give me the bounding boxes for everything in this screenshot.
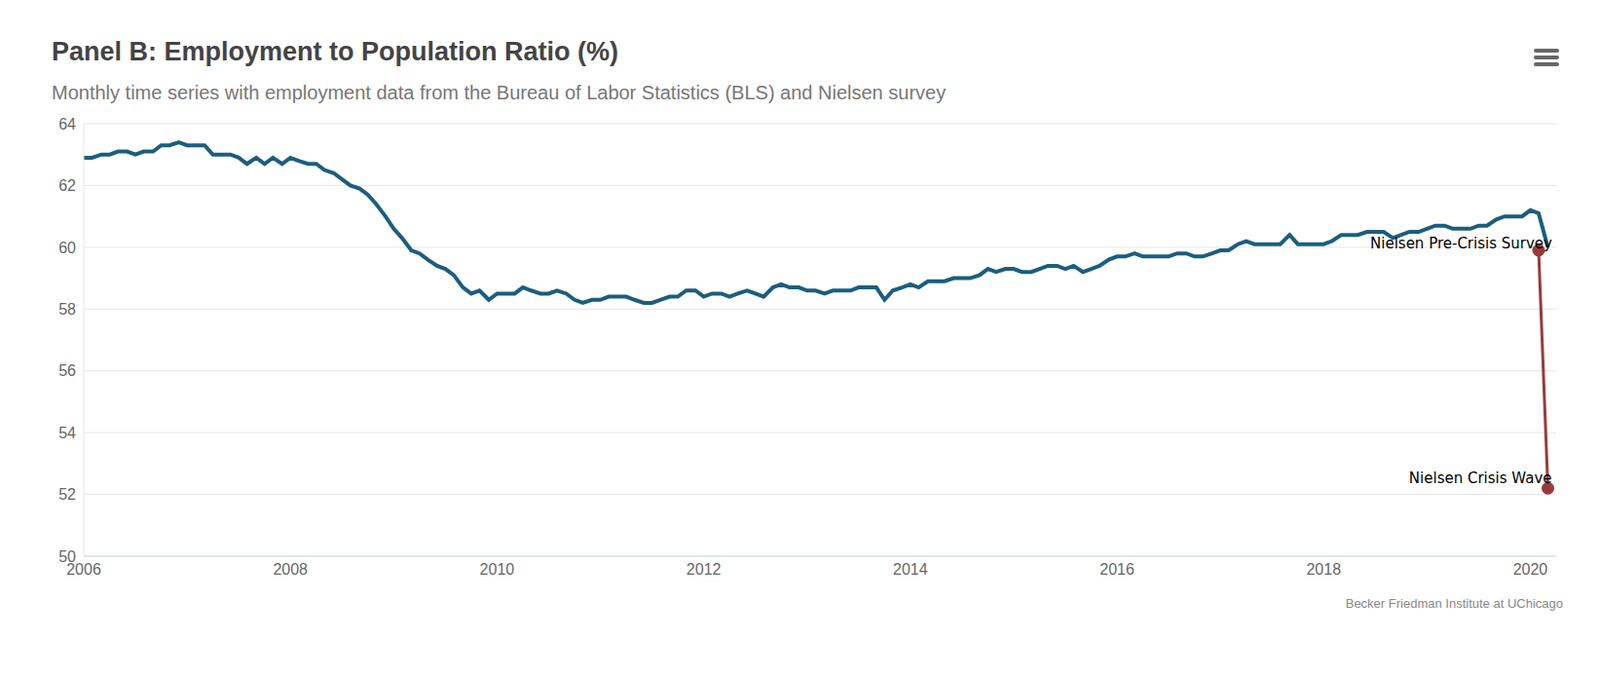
svg-text:54: 54 (58, 424, 76, 442)
svg-text:52: 52 (58, 485, 76, 503)
svg-text:2012: 2012 (686, 560, 722, 578)
svg-text:2010: 2010 (480, 560, 516, 578)
html-text:Monthly time series with emplo: Monthly time series with employment data… (51, 81, 946, 104)
svg-text:2020: 2020 (1513, 560, 1549, 578)
svg-text:2008: 2008 (272, 560, 308, 578)
svg-text:Nielsen Crisis Wave: Nielsen Crisis Wave (1409, 469, 1553, 487)
svg-text:58: 58 (58, 300, 76, 318)
svg-text:56: 56 (58, 362, 76, 379)
svg-text:2014: 2014 (893, 560, 929, 578)
html-text:Becker Friedman Institute at U: Becker Friedman Institute at UChicago (1345, 595, 1563, 611)
svg-text:2016: 2016 (1099, 560, 1135, 578)
html-text:Panel B: Employment to Populat: Panel B: Employment to Population Ratio … (51, 37, 619, 67)
svg-text:2006: 2006 (66, 561, 102, 578)
svg-text:Nielsen Pre-Crisis Survey: Nielsen Pre-Crisis Survey (1370, 234, 1553, 253)
svg-text:50: 50 (58, 548, 76, 565)
svg-text:62: 62 (58, 177, 76, 194)
svg-text:2018: 2018 (1305, 560, 1341, 578)
svg-text:64: 64 (58, 115, 76, 133)
svg-text:60: 60 (58, 239, 76, 257)
